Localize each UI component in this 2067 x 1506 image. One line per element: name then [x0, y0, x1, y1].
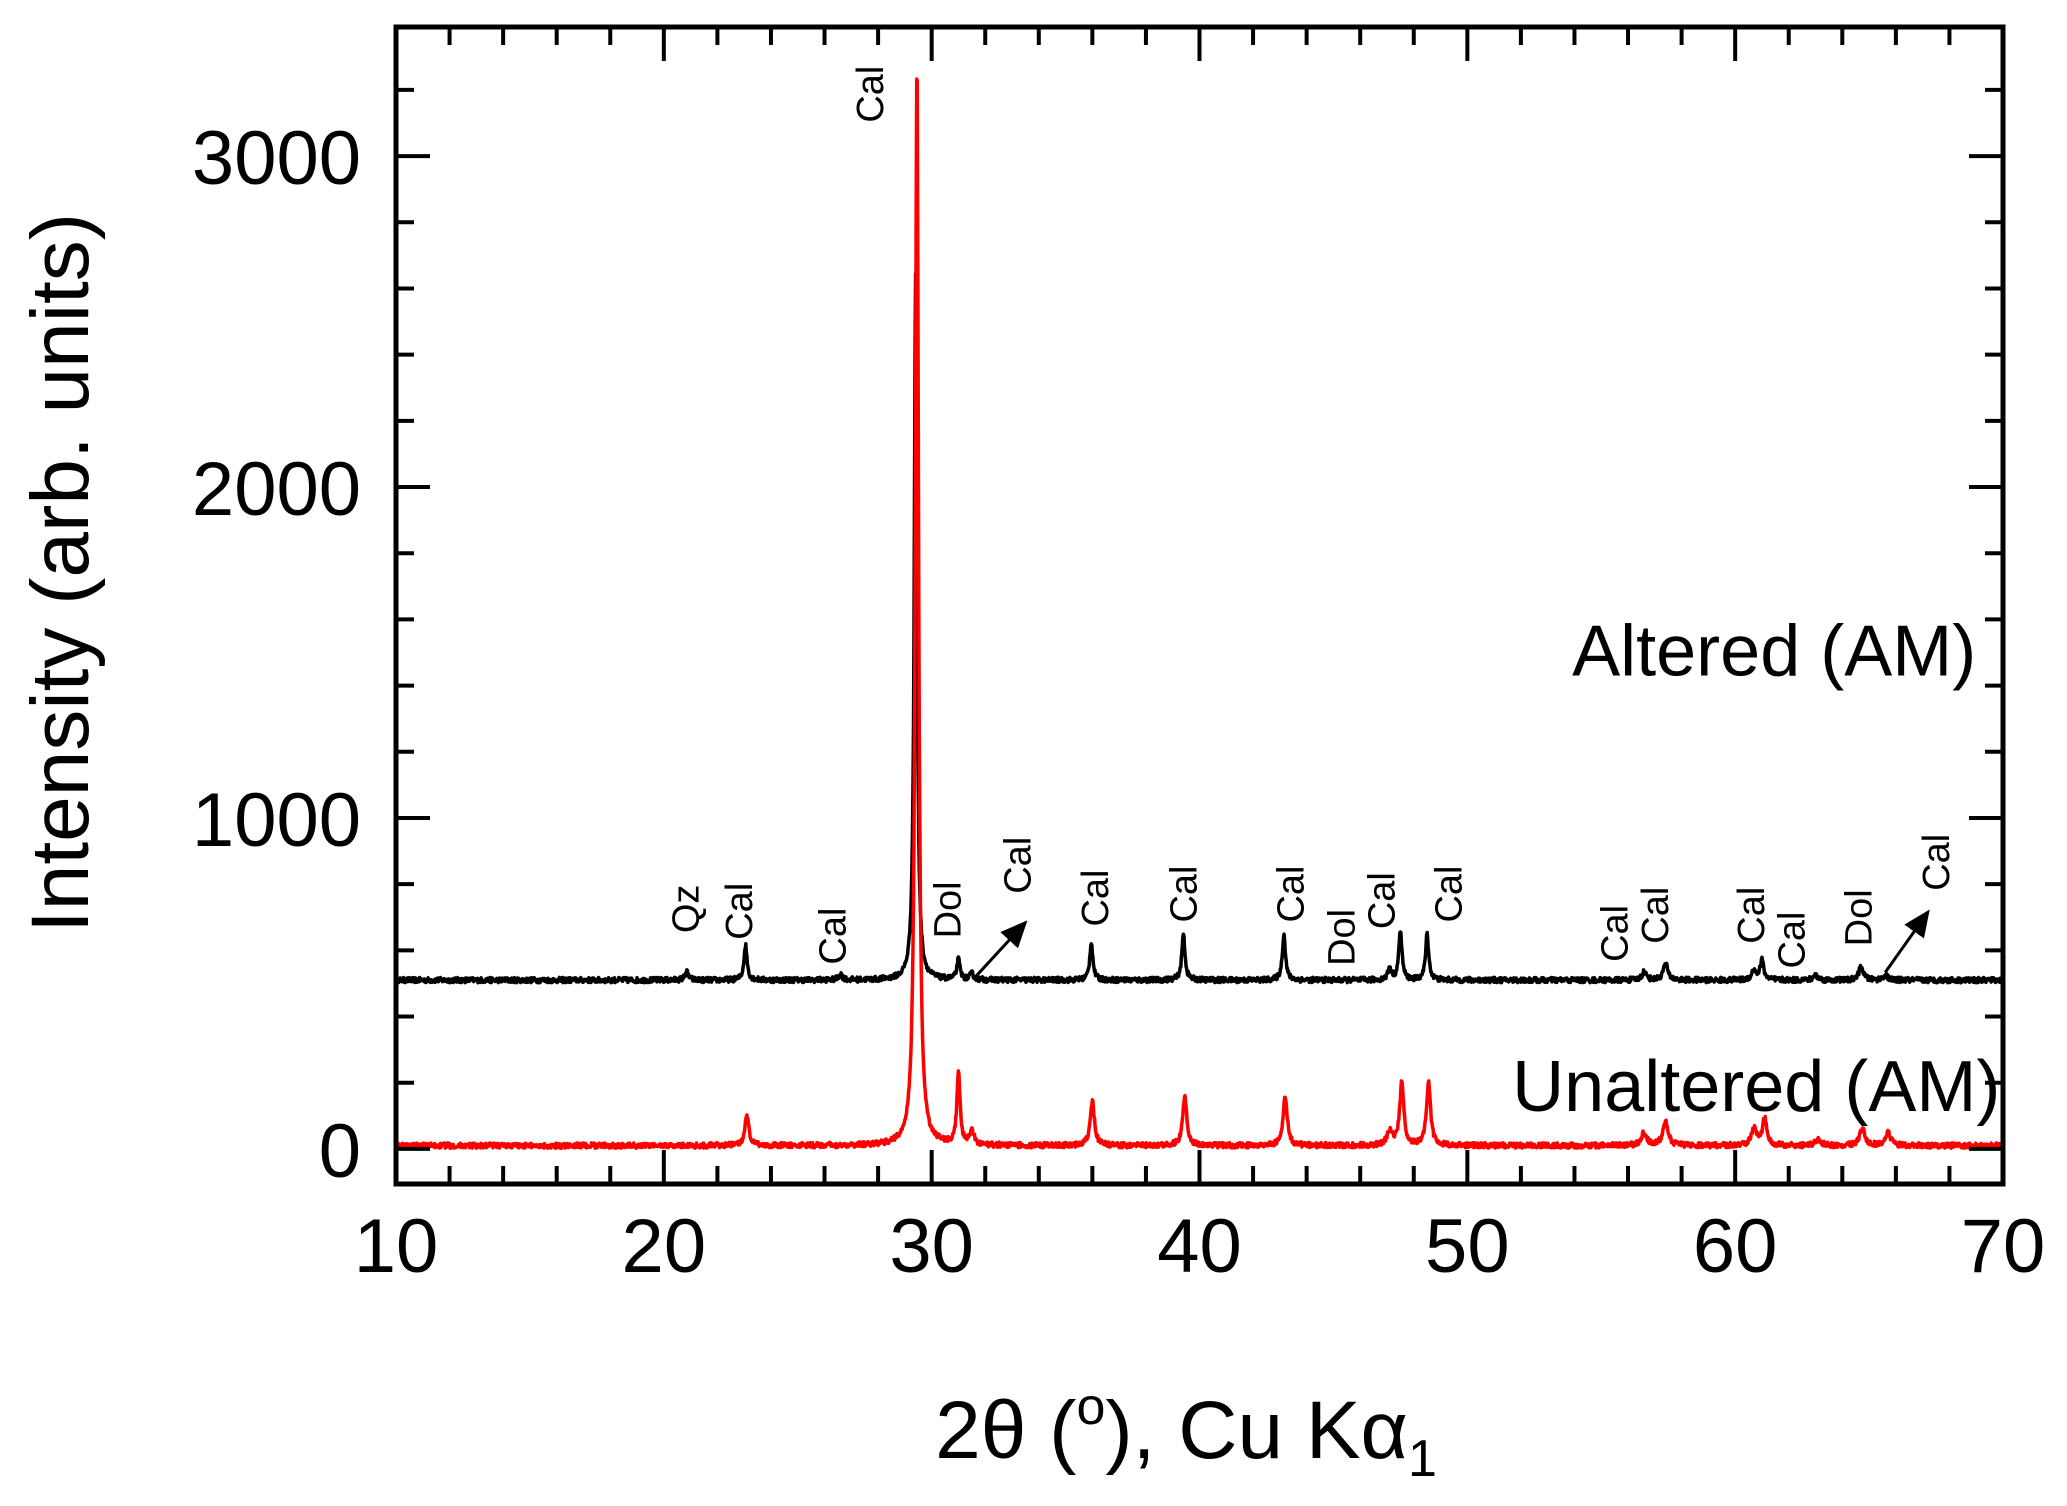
- peak-label: Dol: [928, 881, 970, 938]
- x-axis-title-sup: o: [1076, 1378, 1105, 1436]
- y-tick-label: 0: [319, 1109, 361, 1194]
- peak-label: Cal: [1635, 887, 1677, 944]
- x-tick-label: 70: [1961, 1204, 2046, 1289]
- series-line-altered: [394, 272, 2005, 985]
- peak-label: Cal: [1362, 872, 1404, 929]
- peak-label: Cal: [1429, 866, 1471, 923]
- x-tick-label: 30: [889, 1204, 974, 1289]
- peak-label: Cal: [1163, 866, 1205, 923]
- x-axis-title-main: 2θ (: [935, 1385, 1076, 1476]
- x-tick-label: 40: [1157, 1204, 1242, 1289]
- peak-label: Qz: [665, 885, 707, 934]
- series-layer: Altered (AM) Unaltered (AM): [394, 77, 2005, 1150]
- series-line-unaltered: [394, 77, 2005, 1150]
- series-label-unaltered: Unaltered (AM): [1512, 1047, 2000, 1127]
- annotation-arrow: [973, 920, 1028, 979]
- x-tick-label: 20: [622, 1204, 707, 1289]
- peak-label: Cal: [1271, 866, 1313, 923]
- plot-frame: [393, 24, 2006, 1187]
- y-tick-label: 2000: [192, 447, 361, 532]
- series-label-altered: Altered (AM): [1572, 611, 1976, 691]
- peak-label: Cal: [1595, 905, 1637, 962]
- peak-label: Cal: [1771, 912, 1813, 969]
- y-tick-label: 3000: [192, 116, 361, 201]
- peak-label: Cal: [1075, 869, 1117, 926]
- peak-label: Cal: [813, 908, 855, 965]
- peak-label: Cal: [719, 883, 761, 940]
- y-tick-label: 1000: [192, 778, 361, 863]
- annotation-arrow: [1883, 909, 1930, 974]
- peak-label: Dol: [1321, 909, 1363, 966]
- x-tick-label: 10: [354, 1204, 439, 1289]
- x-axis-title: 2θ (o), Cu Kα1: [935, 1378, 1437, 1488]
- peak-label: Dol: [1838, 889, 1880, 946]
- peak-label: Cal: [1916, 834, 1958, 891]
- axes: 10 20 30 40 50 60 70 0 1000 2000 3000: [192, 24, 2046, 1289]
- x-tick-label: 60: [1693, 1204, 1778, 1289]
- x-axis-title-sub: 1: [1408, 1430, 1437, 1488]
- peak-label: Cal: [997, 837, 1039, 894]
- peak-label: Cal: [1731, 887, 1773, 944]
- peak-label: Cal: [850, 66, 892, 123]
- x-tick-label: 50: [1425, 1204, 1510, 1289]
- y-axis-title: Intensity (arb. units): [15, 213, 106, 933]
- x-axis-title-mid: ), Cu Kα: [1105, 1385, 1408, 1476]
